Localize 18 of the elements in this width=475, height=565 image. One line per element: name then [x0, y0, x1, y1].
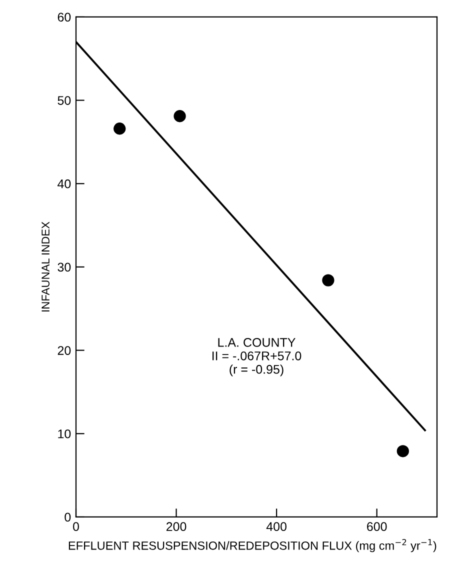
point [322, 274, 334, 286]
y-tick-label: 20 [58, 346, 71, 355]
y-tick-label: 0 [64, 512, 71, 522]
point [114, 122, 126, 135]
y-tick-label: 40 [58, 179, 71, 188]
x-tick-label: 200 [166, 522, 186, 532]
y-tick-label: 60 [58, 12, 71, 22]
y-tick-label: 50 [58, 96, 71, 105]
point [174, 110, 186, 122]
x-axis-title: EFFLUENT RESUSPENSION/REDEPOSITION FLUX (mg cm$^{−2}$ yr$^{−1}$) [68, 539, 436, 552]
y-axis-title: INFAUNAL INDEX [42, 222, 50, 312]
x-tick-label: 0 [73, 522, 79, 532]
x-tick-label: 600 [367, 522, 387, 532]
y-tick-label: 30 [58, 262, 71, 272]
annotation: L.A. COUNTY II = -.067R+57.0 (r = -0.95) [212, 338, 302, 376]
point [396, 445, 409, 458]
x-tick-label: 400 [266, 522, 286, 532]
y-tick-label: 10 [58, 429, 71, 438]
